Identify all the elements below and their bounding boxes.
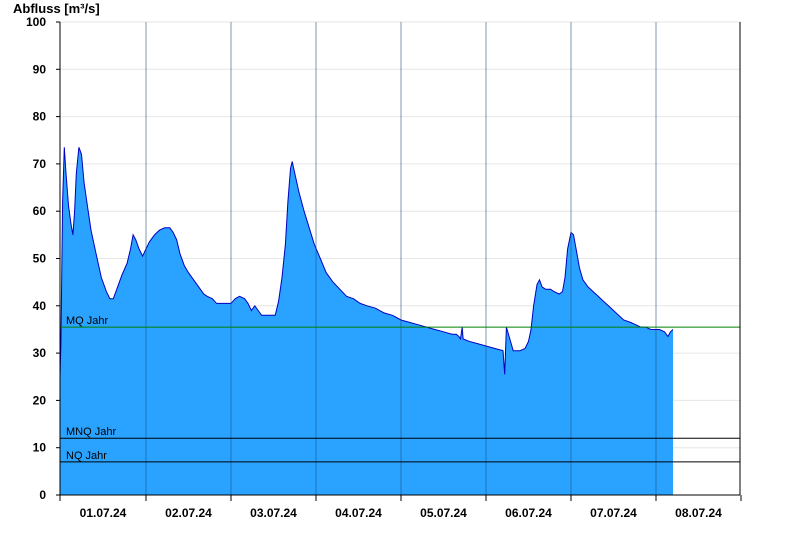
y-tick-label: 50 — [33, 252, 47, 266]
y-tick-label: 60 — [33, 204, 47, 218]
y-tick-label: 30 — [33, 346, 47, 360]
reference-lines: MQ Jahr MNQ Jahr NQ Jahr — [60, 315, 740, 463]
y-tick-label: 70 — [33, 157, 47, 171]
y-tick-label: 40 — [33, 299, 47, 313]
y-tick-label: 80 — [33, 110, 47, 124]
y-tick-labels: 0 10 20 30 40 50 60 70 80 90 100 — [26, 15, 60, 502]
x-tick-label: 08.07.24 — [675, 506, 722, 520]
y-axis-title: Abfluss [m³/s] — [13, 1, 100, 16]
area-layer — [59, 147, 674, 496]
ref-label: NQ Jahr — [66, 450, 107, 462]
x-tick-label: 01.07.24 — [80, 506, 127, 520]
discharge-area — [60, 147, 673, 496]
day-separators — [145, 22, 657, 495]
x-tick-label: 07.07.24 — [590, 506, 637, 520]
y-tick-label: 0 — [39, 488, 46, 502]
y-tick-label: 20 — [33, 393, 47, 407]
x-tick-label: 04.07.24 — [335, 506, 382, 520]
x-tick-label: 06.07.24 — [505, 506, 552, 520]
ref-label: MNQ Jahr — [66, 426, 116, 438]
x-tick-labels: 01.07.24 02.07.24 03.07.24 04.07.24 05.07.24… — [59, 495, 742, 520]
x-tick-label: 02.07.24 — [165, 506, 212, 520]
x-tick-label: 03.07.24 — [250, 506, 297, 520]
y-tick-label: 90 — [33, 62, 47, 76]
y-tick-label: 100 — [26, 15, 46, 29]
y-tick-label: 10 — [33, 441, 47, 455]
x-tick-label: 05.07.24 — [420, 506, 467, 520]
ref-label: MQ Jahr — [66, 315, 109, 327]
